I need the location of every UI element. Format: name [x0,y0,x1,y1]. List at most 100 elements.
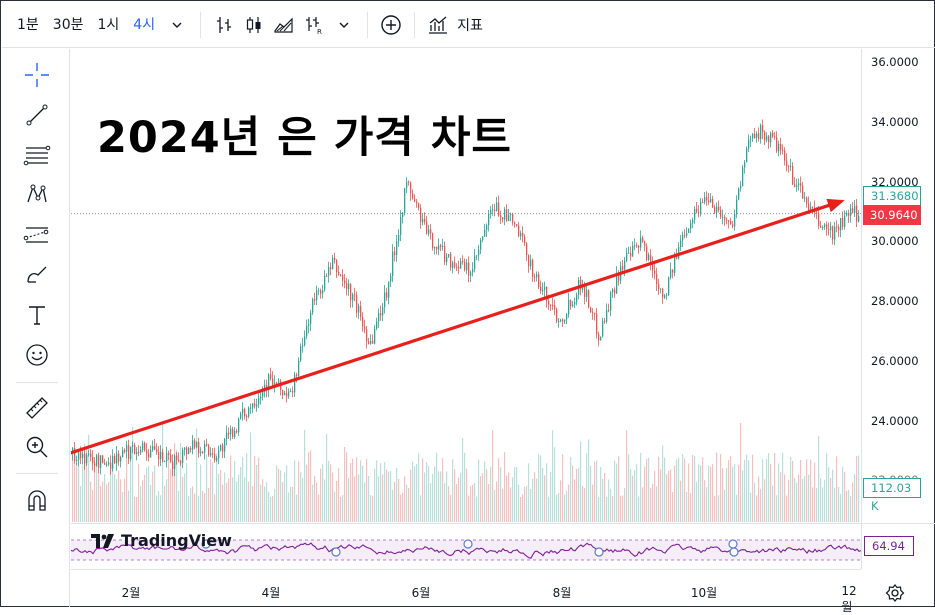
candles-icon[interactable] [239,10,269,40]
candle-body [500,215,502,218]
volume-bar [138,463,140,522]
candle-body [130,446,132,459]
candle-body [548,301,550,305]
rsi-marker [331,547,341,557]
candle-body [322,290,324,294]
ruler-icon[interactable] [19,390,55,426]
volume-bar [670,469,672,522]
candle-body [554,305,556,310]
chevron-down-icon[interactable] [162,10,192,40]
volume-bar [744,459,746,522]
candle-body [406,181,408,189]
volume-bar [614,460,616,522]
price-axis[interactable]: 36.0000 34.0000 32.0000 30.0000 28.0000 … [861,49,935,523]
bar-chart-icon[interactable] [209,10,239,40]
candle-body [244,408,246,417]
candle-body [230,428,232,435]
candle-body [242,408,244,414]
time-tick: 8월 [552,586,572,600]
timeframe-1h[interactable]: 1시 [97,16,120,33]
tradingview-logo: TradingView [91,531,232,550]
volume-bar [254,455,256,522]
candle-body [820,225,822,228]
divider [16,382,58,383]
volume-bar [698,464,700,522]
volume-bar [166,479,168,522]
volume-bar [404,476,406,522]
volume-bar [368,475,370,522]
volume-bar [198,495,200,522]
add-symbol-icon[interactable] [376,10,406,40]
rsi-band [71,540,861,560]
volume-bar [598,496,600,522]
candle-body [122,450,124,458]
indicators-icon[interactable] [423,10,453,40]
volume-bar [338,468,340,522]
candle-body [378,313,380,322]
forecast-icon[interactable] [19,217,55,253]
volume-bar [200,464,202,522]
time-axis[interactable]: 2월 4월 6월 8월 10월 12월 [71,569,861,614]
tradingview-logo-icon [91,533,114,548]
volume-bar [760,488,762,522]
volume-bar [560,480,562,522]
volume-bar [290,486,292,522]
text-icon[interactable] [19,297,55,333]
volume-bar [422,458,424,522]
price-chart-pane[interactable] [63,49,861,523]
rsi-axis[interactable]: 64.94 [861,523,935,569]
candle-body [316,290,318,301]
volume-bar [154,465,156,522]
volume-bar [238,474,240,522]
replay-icon[interactable]: R [299,10,329,40]
crosshair-icon[interactable] [19,57,55,93]
timeframe-30m[interactable]: 30분 [52,16,84,33]
candle-body [602,320,604,337]
candle-body [638,245,640,248]
volume-bar [206,454,208,522]
candle-body [632,245,634,257]
volume-bar [446,471,448,522]
candle-body [592,312,594,314]
time-tick: 12월 [841,584,857,614]
volume-bar [210,459,212,522]
volume-bar [266,481,268,522]
candle-body [286,392,288,397]
volume-bar [350,463,352,522]
chevron-down-icon[interactable] [329,10,359,40]
volume-bar [822,487,824,522]
volume-bar [754,482,756,522]
timeframe-1m[interactable]: 1분 [17,16,39,33]
volume-bar [394,481,396,522]
settings-gear-icon[interactable] [885,583,905,603]
volume-bar [86,446,88,522]
timeframe-4h[interactable]: 4시 [133,16,156,33]
volume-bar [342,495,344,522]
candle-body [200,451,202,454]
volume-bar [360,460,362,522]
brush-icon[interactable] [19,257,55,293]
time-tick: 6월 [411,586,431,600]
candle-body [516,224,518,226]
rsi-pane[interactable] [70,523,862,569]
zoom-in-icon[interactable] [19,429,55,465]
area-chart-icon[interactable] [269,10,299,40]
candle-body [840,218,842,231]
volume-bar [654,470,656,522]
candle-body [772,132,774,137]
volume-bar [524,487,526,522]
volume-bar [288,492,290,522]
volume-bar [232,477,234,522]
volume-bar [314,475,316,522]
fib-retracement-icon[interactable] [19,137,55,173]
magnet-icon[interactable] [19,483,55,519]
trend-line-icon[interactable] [19,97,55,133]
indicators-button[interactable]: 지표 [457,17,483,34]
pattern-icon[interactable] [19,177,55,213]
rsi-marker [463,539,473,549]
candle-body [510,213,512,215]
candle-body [630,252,632,257]
candle-body [856,205,858,222]
smiley-icon[interactable] [19,337,55,373]
volume-bar [688,463,690,522]
